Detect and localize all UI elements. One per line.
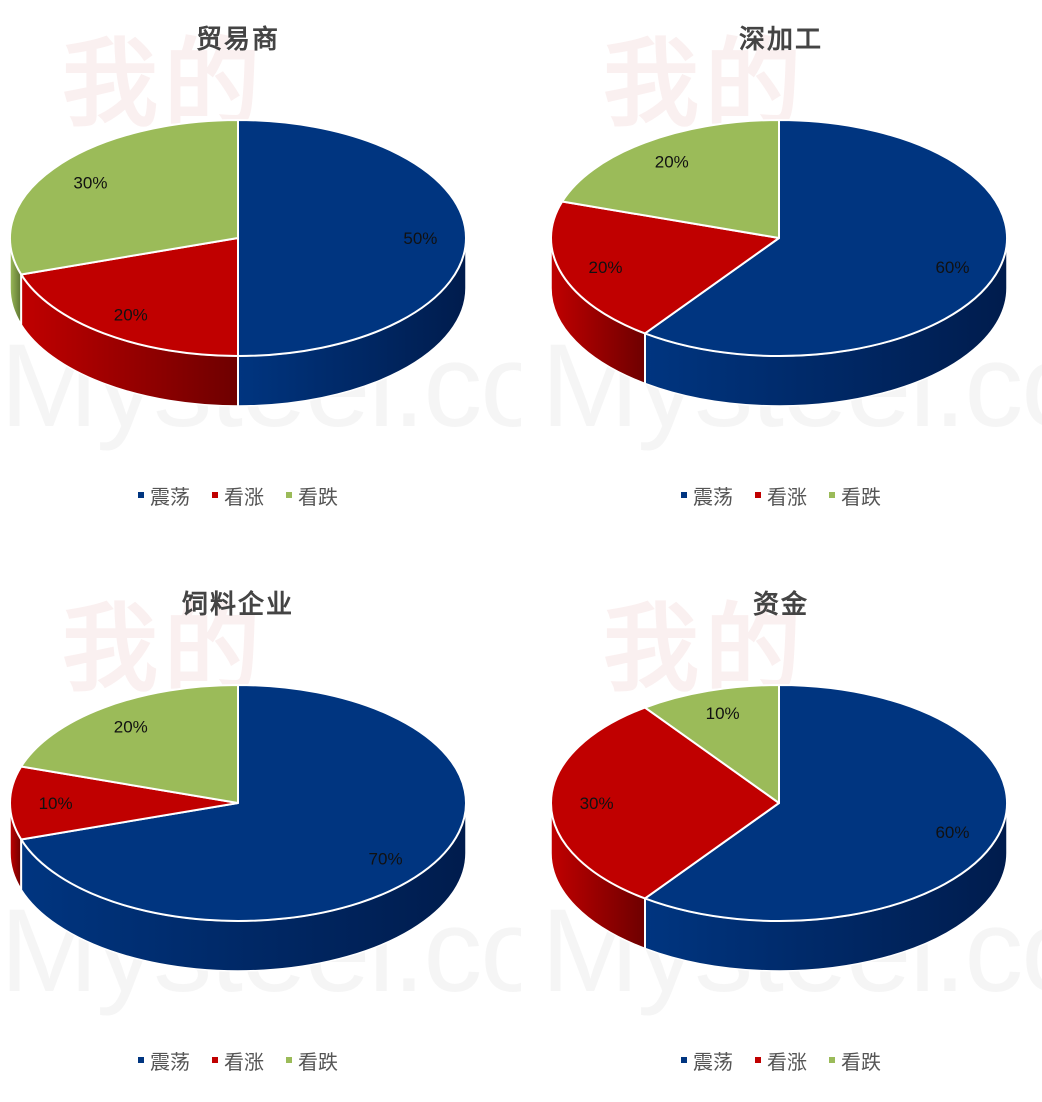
pie-slice-kandie bbox=[561, 119, 780, 239]
slice-data-label: 60% bbox=[935, 823, 969, 842]
legend-swatch bbox=[681, 492, 687, 498]
pie-slice-zhendang bbox=[20, 684, 467, 922]
legend-swatch bbox=[755, 1057, 761, 1063]
legend-swatch bbox=[829, 492, 835, 498]
legend-swatch bbox=[681, 1057, 687, 1063]
pie-chart: 60% 30% 10% bbox=[550, 684, 1008, 972]
slice-data-label: 50% bbox=[403, 229, 437, 248]
legend-item-kanzhang: 看涨 bbox=[212, 481, 264, 510]
legend-label: 看跌 bbox=[841, 484, 881, 509]
chart-legend: 震荡 看涨 看跌 bbox=[138, 480, 338, 510]
pie-slice-zhendang bbox=[237, 119, 467, 357]
slice-data-label: 10% bbox=[39, 794, 73, 813]
pie-slice-kanzhang bbox=[9, 765, 239, 841]
slice-data-label: 20% bbox=[655, 153, 689, 172]
legend-label: 看涨 bbox=[224, 484, 264, 509]
legend-swatch bbox=[286, 492, 292, 498]
legend-item-kandie: 看跌 bbox=[829, 481, 881, 510]
slice-data-label: 30% bbox=[73, 174, 107, 193]
pie-slice-kanzhang bbox=[20, 237, 239, 357]
legend-label: 震荡 bbox=[150, 484, 190, 509]
legend-label: 看跌 bbox=[841, 1049, 881, 1074]
legend-item-zhendang: 震荡 bbox=[681, 1046, 733, 1075]
legend-swatch bbox=[212, 492, 218, 498]
slice-data-label: 30% bbox=[580, 794, 614, 813]
legend-label: 看涨 bbox=[224, 1049, 264, 1074]
legend-item-kandie: 看跌 bbox=[829, 1046, 881, 1075]
chart-legend: 震荡 看涨 看跌 bbox=[681, 1045, 881, 1075]
chart-title: 资金 bbox=[753, 590, 810, 620]
pie-slice-kandie bbox=[643, 684, 780, 804]
legend-label: 震荡 bbox=[693, 1049, 733, 1074]
pie-slice-zhendang bbox=[643, 119, 1008, 357]
legend-label: 看跌 bbox=[298, 1049, 338, 1074]
legend-item-kandie: 看跌 bbox=[286, 481, 338, 510]
legend-label: 看涨 bbox=[767, 484, 807, 509]
legend-label: 看跌 bbox=[298, 484, 338, 509]
legend-item-zhendang: 震荡 bbox=[138, 481, 190, 510]
legend-swatch bbox=[212, 1057, 218, 1063]
chart-title: 饲料企业 bbox=[182, 590, 295, 620]
chart-title: 深加工 bbox=[739, 25, 824, 55]
legend-item-kanzhang: 看涨 bbox=[212, 1046, 264, 1075]
slice-data-label: 60% bbox=[935, 258, 969, 277]
slice-data-label: 20% bbox=[589, 258, 623, 277]
legend-label: 震荡 bbox=[150, 1049, 190, 1074]
legend-item-kanzhang: 看涨 bbox=[755, 481, 807, 510]
slice-data-label: 20% bbox=[114, 718, 148, 737]
chart-legend: 震荡 看涨 看跌 bbox=[138, 1045, 338, 1075]
legend-item-kandie: 看跌 bbox=[286, 1046, 338, 1075]
pie-slice-kandie bbox=[20, 684, 239, 804]
slice-data-label: 70% bbox=[369, 849, 403, 868]
pie-slice-kandie bbox=[9, 119, 239, 276]
pie-slice-kanzhang bbox=[550, 706, 780, 900]
legend-swatch bbox=[138, 492, 144, 498]
legend-label: 看涨 bbox=[767, 1049, 807, 1074]
pie-slice-zhendang bbox=[643, 684, 1008, 922]
legend-swatch bbox=[755, 492, 761, 498]
pie-chart: 50% 20% 30% bbox=[9, 119, 467, 407]
pie-chart: 70% 10% 20% bbox=[9, 684, 467, 972]
chart-grid: 我的Mysteel.com50%20%30%贸易商震荡看涨看跌我的Mysteel… bbox=[0, 0, 1042, 1074]
pie-chart: 60% 20% 20% bbox=[550, 119, 1008, 407]
legend-swatch bbox=[138, 1057, 144, 1063]
chart-legend: 震荡 看涨 看跌 bbox=[681, 480, 881, 510]
chart-title: 贸易商 bbox=[196, 25, 281, 55]
legend-item-zhendang: 震荡 bbox=[681, 481, 733, 510]
slice-data-label: 10% bbox=[706, 704, 740, 723]
slice-data-label: 20% bbox=[114, 305, 148, 324]
legend-swatch bbox=[829, 1057, 835, 1063]
legend-label: 震荡 bbox=[693, 484, 733, 509]
legend-swatch bbox=[286, 1057, 292, 1063]
legend-item-kanzhang: 看涨 bbox=[755, 1046, 807, 1075]
legend-item-zhendang: 震荡 bbox=[138, 1046, 190, 1075]
pie-slice-kanzhang bbox=[550, 200, 780, 335]
